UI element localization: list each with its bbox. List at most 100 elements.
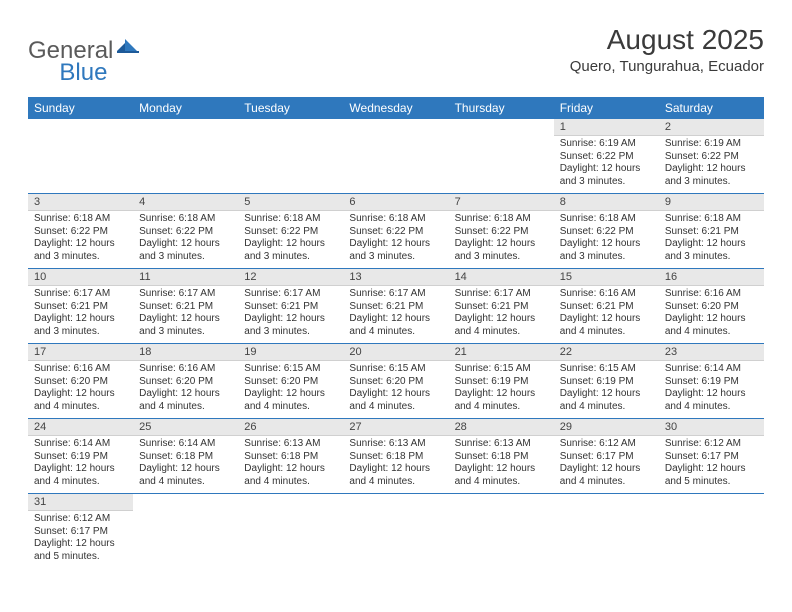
calendar-day-cell: 18Sunrise: 6:16 AMSunset: 6:20 PMDayligh… — [133, 344, 238, 419]
calendar-day-cell — [659, 494, 764, 569]
day-details: Sunrise: 6:18 AMSunset: 6:22 PMDaylight:… — [238, 211, 343, 267]
day-number: 4 — [133, 194, 238, 211]
month-title: August 2025 — [570, 24, 764, 56]
day-number: 8 — [554, 194, 659, 211]
day-number: 24 — [28, 419, 133, 436]
day-details: Sunrise: 6:12 AMSunset: 6:17 PMDaylight:… — [28, 511, 133, 567]
calendar-week-row: 17Sunrise: 6:16 AMSunset: 6:20 PMDayligh… — [28, 344, 764, 419]
logo-text-2: Blue — [59, 59, 107, 87]
flag-icon — [117, 36, 143, 64]
calendar-day-cell — [449, 494, 554, 569]
calendar-day-cell: 27Sunrise: 6:13 AMSunset: 6:18 PMDayligh… — [343, 419, 448, 494]
day-number: 5 — [238, 194, 343, 211]
calendar-day-cell: 12Sunrise: 6:17 AMSunset: 6:21 PMDayligh… — [238, 269, 343, 344]
day-number: 6 — [343, 194, 448, 211]
day-details: Sunrise: 6:17 AMSunset: 6:21 PMDaylight:… — [343, 286, 448, 342]
day-number: 15 — [554, 269, 659, 286]
calendar-day-cell: 24Sunrise: 6:14 AMSunset: 6:19 PMDayligh… — [28, 419, 133, 494]
title-block: August 2025 Quero, Tungurahua, Ecuador — [570, 24, 764, 75]
weekday-header: Saturday — [659, 97, 764, 119]
day-details: Sunrise: 6:14 AMSunset: 6:19 PMDaylight:… — [28, 436, 133, 492]
calendar-week-row: 31Sunrise: 6:12 AMSunset: 6:17 PMDayligh… — [28, 494, 764, 569]
day-details: Sunrise: 6:12 AMSunset: 6:17 PMDaylight:… — [659, 436, 764, 492]
day-details: Sunrise: 6:18 AMSunset: 6:21 PMDaylight:… — [659, 211, 764, 267]
calendar-day-cell — [238, 494, 343, 569]
day-details: Sunrise: 6:18 AMSunset: 6:22 PMDaylight:… — [449, 211, 554, 267]
day-number: 27 — [343, 419, 448, 436]
calendar-day-cell: 10Sunrise: 6:17 AMSunset: 6:21 PMDayligh… — [28, 269, 133, 344]
weekday-header: Monday — [133, 97, 238, 119]
day-details: Sunrise: 6:16 AMSunset: 6:21 PMDaylight:… — [554, 286, 659, 342]
calendar-day-cell: 4Sunrise: 6:18 AMSunset: 6:22 PMDaylight… — [133, 194, 238, 269]
calendar-day-cell: 14Sunrise: 6:17 AMSunset: 6:21 PMDayligh… — [449, 269, 554, 344]
day-number: 11 — [133, 269, 238, 286]
weekday-header: Tuesday — [238, 97, 343, 119]
day-details: Sunrise: 6:14 AMSunset: 6:19 PMDaylight:… — [659, 361, 764, 417]
calendar-day-cell: 28Sunrise: 6:13 AMSunset: 6:18 PMDayligh… — [449, 419, 554, 494]
calendar-day-cell: 13Sunrise: 6:17 AMSunset: 6:21 PMDayligh… — [343, 269, 448, 344]
day-details: Sunrise: 6:17 AMSunset: 6:21 PMDaylight:… — [28, 286, 133, 342]
calendar-day-cell — [449, 119, 554, 194]
day-number: 17 — [28, 344, 133, 361]
day-details: Sunrise: 6:15 AMSunset: 6:19 PMDaylight:… — [449, 361, 554, 417]
day-details: Sunrise: 6:13 AMSunset: 6:18 PMDaylight:… — [449, 436, 554, 492]
calendar-day-cell — [343, 119, 448, 194]
day-details: Sunrise: 6:14 AMSunset: 6:18 PMDaylight:… — [133, 436, 238, 492]
calendar-week-row: 10Sunrise: 6:17 AMSunset: 6:21 PMDayligh… — [28, 269, 764, 344]
calendar-day-cell: 2Sunrise: 6:19 AMSunset: 6:22 PMDaylight… — [659, 119, 764, 194]
day-number: 2 — [659, 119, 764, 136]
weekday-header: Friday — [554, 97, 659, 119]
day-details: Sunrise: 6:13 AMSunset: 6:18 PMDaylight:… — [238, 436, 343, 492]
day-details: Sunrise: 6:16 AMSunset: 6:20 PMDaylight:… — [133, 361, 238, 417]
calendar-page: General August 2025 Quero, Tungurahua, E… — [0, 0, 792, 592]
calendar-day-cell: 23Sunrise: 6:14 AMSunset: 6:19 PMDayligh… — [659, 344, 764, 419]
day-number: 12 — [238, 269, 343, 286]
calendar-day-cell: 19Sunrise: 6:15 AMSunset: 6:20 PMDayligh… — [238, 344, 343, 419]
calendar-day-cell — [343, 494, 448, 569]
calendar-day-cell: 21Sunrise: 6:15 AMSunset: 6:19 PMDayligh… — [449, 344, 554, 419]
calendar-day-cell — [28, 119, 133, 194]
day-details: Sunrise: 6:19 AMSunset: 6:22 PMDaylight:… — [554, 136, 659, 192]
day-number: 20 — [343, 344, 448, 361]
weekday-header: Thursday — [449, 97, 554, 119]
calendar-day-cell: 5Sunrise: 6:18 AMSunset: 6:22 PMDaylight… — [238, 194, 343, 269]
calendar-day-cell: 25Sunrise: 6:14 AMSunset: 6:18 PMDayligh… — [133, 419, 238, 494]
day-number: 16 — [659, 269, 764, 286]
calendar-day-cell: 29Sunrise: 6:12 AMSunset: 6:17 PMDayligh… — [554, 419, 659, 494]
day-number: 31 — [28, 494, 133, 511]
day-number: 21 — [449, 344, 554, 361]
location: Quero, Tungurahua, Ecuador — [570, 58, 764, 75]
weekday-header: Wednesday — [343, 97, 448, 119]
calendar-day-cell: 11Sunrise: 6:17 AMSunset: 6:21 PMDayligh… — [133, 269, 238, 344]
calendar-day-cell: 17Sunrise: 6:16 AMSunset: 6:20 PMDayligh… — [28, 344, 133, 419]
day-details: Sunrise: 6:17 AMSunset: 6:21 PMDaylight:… — [238, 286, 343, 342]
calendar-day-cell: 3Sunrise: 6:18 AMSunset: 6:22 PMDaylight… — [28, 194, 133, 269]
calendar-day-cell: 7Sunrise: 6:18 AMSunset: 6:22 PMDaylight… — [449, 194, 554, 269]
calendar-day-cell: 30Sunrise: 6:12 AMSunset: 6:17 PMDayligh… — [659, 419, 764, 494]
day-number: 25 — [133, 419, 238, 436]
calendar-day-cell — [133, 494, 238, 569]
day-number: 30 — [659, 419, 764, 436]
day-number: 19 — [238, 344, 343, 361]
day-number: 22 — [554, 344, 659, 361]
day-details: Sunrise: 6:18 AMSunset: 6:22 PMDaylight:… — [554, 211, 659, 267]
calendar-body: 1Sunrise: 6:19 AMSunset: 6:22 PMDaylight… — [28, 119, 764, 568]
day-details: Sunrise: 6:13 AMSunset: 6:18 PMDaylight:… — [343, 436, 448, 492]
calendar-day-cell: 22Sunrise: 6:15 AMSunset: 6:19 PMDayligh… — [554, 344, 659, 419]
day-number: 29 — [554, 419, 659, 436]
calendar-day-cell: 9Sunrise: 6:18 AMSunset: 6:21 PMDaylight… — [659, 194, 764, 269]
day-details: Sunrise: 6:15 AMSunset: 6:19 PMDaylight:… — [554, 361, 659, 417]
day-number: 10 — [28, 269, 133, 286]
day-number: 3 — [28, 194, 133, 211]
calendar-day-cell: 8Sunrise: 6:18 AMSunset: 6:22 PMDaylight… — [554, 194, 659, 269]
calendar-week-row: 24Sunrise: 6:14 AMSunset: 6:19 PMDayligh… — [28, 419, 764, 494]
calendar-day-cell — [133, 119, 238, 194]
calendar-day-cell — [554, 494, 659, 569]
day-details: Sunrise: 6:16 AMSunset: 6:20 PMDaylight:… — [659, 286, 764, 342]
day-number: 9 — [659, 194, 764, 211]
calendar-week-row: 3 Sunrise: 6:18 AMSunset: 6:22 PMDaylight… — [28, 194, 764, 269]
day-details: Sunrise: 6:17 AMSunset: 6:21 PMDaylight:… — [133, 286, 238, 342]
day-number: 28 — [449, 419, 554, 436]
day-number: 1 — [554, 119, 659, 136]
day-details: Sunrise: 6:17 AMSunset: 6:21 PMDaylight:… — [449, 286, 554, 342]
